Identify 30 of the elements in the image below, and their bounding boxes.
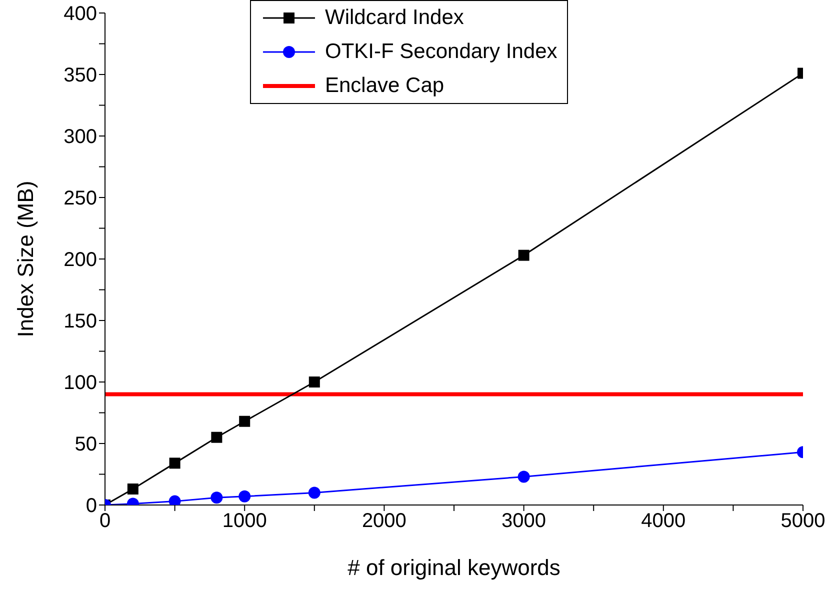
point [127,484,138,495]
y-tick-label: 100 [64,372,97,394]
x-tick-label: 4000 [641,510,686,532]
point [308,376,320,388]
point [210,492,223,504]
x-tick-label: 0 [99,510,111,532]
y-tick-label: 150 [64,310,97,333]
legend-label: Enclave Cap [325,74,444,98]
y-tick-label: 300 [64,126,97,148]
x-tick-label: 2000 [362,510,406,532]
point [169,458,180,469]
x-tick-label: 1000 [222,510,267,532]
legend-label: Wildcard Index [325,6,464,30]
y-tick-label: 400 [64,3,97,26]
x-tick-label: 3000 [502,510,546,532]
y-axis-title: Index Size (MB) [12,180,38,338]
x-tick-label: 5000 [780,510,826,532]
y-tick-label: 0 [86,495,97,518]
legend-label: OTKI-F Secondary Index [325,40,558,64]
point [518,250,530,261]
point [308,486,320,499]
x-axis-title: # of original keywords [348,555,560,580]
point [518,470,530,483]
y-tick-label: 250 [64,188,97,210]
y-tick-label: 200 [64,249,97,272]
point [211,432,222,443]
y-tick-label: 350 [64,64,97,87]
point [239,416,250,427]
y-tick-label: 50 [74,434,97,456]
point [238,490,251,502]
